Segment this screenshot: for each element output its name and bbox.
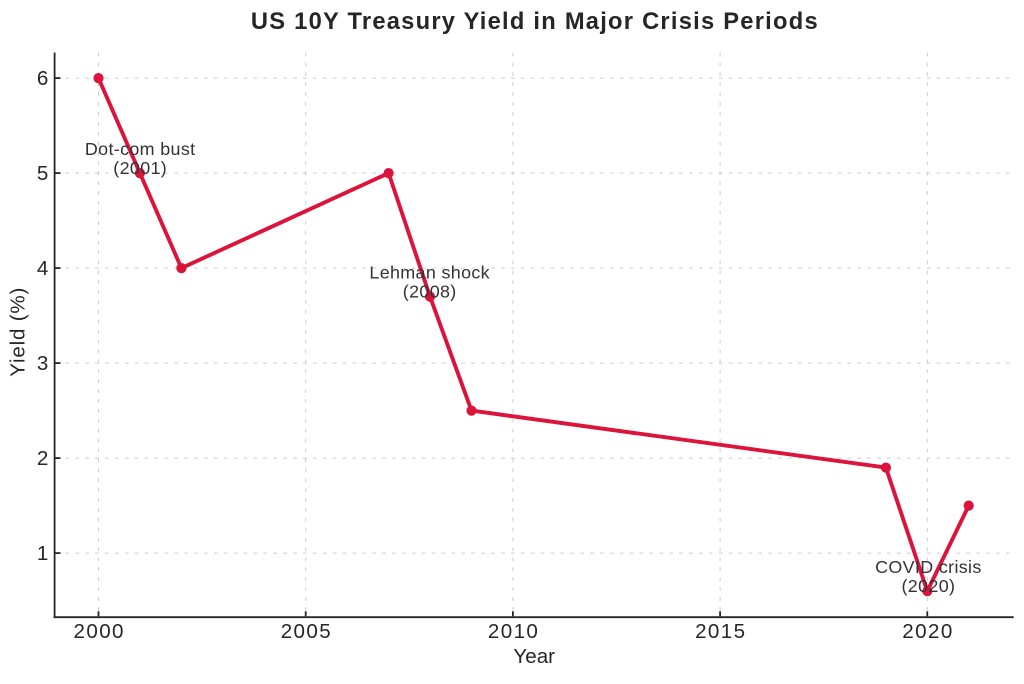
svg-text:Dot-com bust: Dot-com bust (85, 139, 196, 159)
svg-text:(2008): (2008) (403, 282, 457, 302)
svg-text:2000: 2000 (73, 620, 124, 643)
svg-text:(2020): (2020) (901, 576, 955, 596)
svg-text:1: 1 (37, 542, 48, 565)
svg-text:Lehman shock: Lehman shock (369, 262, 490, 282)
svg-text:(2001): (2001) (113, 158, 167, 178)
svg-text:US 10Y Treasury Yield in Major: US 10Y Treasury Yield in Major Crisis Pe… (251, 9, 819, 35)
svg-text:COVID crisis: COVID crisis (875, 557, 982, 577)
svg-text:2: 2 (37, 447, 48, 470)
svg-text:Yield (%): Yield (%) (7, 287, 30, 377)
svg-text:Year: Year (513, 645, 555, 668)
svg-text:3: 3 (37, 352, 48, 375)
svg-text:2020: 2020 (902, 620, 953, 643)
svg-text:4: 4 (37, 257, 48, 280)
svg-text:2015: 2015 (695, 620, 746, 643)
svg-text:6: 6 (37, 67, 48, 90)
svg-text:2010: 2010 (488, 620, 539, 643)
svg-text:5: 5 (37, 162, 48, 185)
svg-text:2005: 2005 (281, 620, 332, 643)
